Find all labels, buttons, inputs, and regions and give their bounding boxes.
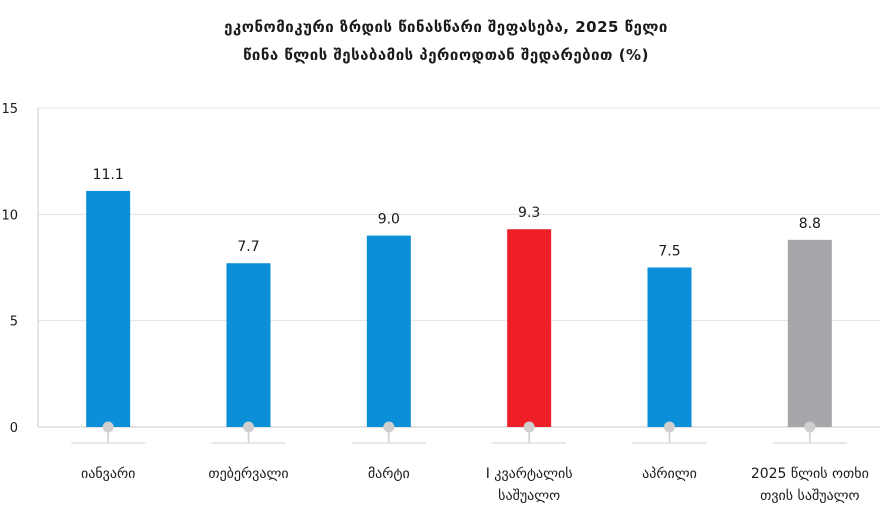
x-tick-label: თებერვალი bbox=[208, 465, 288, 482]
x-tick-marker bbox=[383, 421, 395, 433]
x-tick-marker bbox=[664, 421, 675, 433]
bar bbox=[647, 267, 692, 427]
data-label: 11.1 bbox=[93, 167, 124, 183]
y-tick-label: 0 bbox=[10, 421, 18, 436]
x-tick-label: თვის საშუალო bbox=[760, 488, 859, 504]
x-tick-label: საშუალო bbox=[498, 488, 560, 504]
y-tick-label: 5 bbox=[10, 315, 18, 330]
data-label: 9.3 bbox=[518, 205, 540, 221]
x-tick-label: I კვარტალის bbox=[486, 465, 573, 482]
data-label: 9.0 bbox=[378, 212, 400, 228]
x-tick-marker bbox=[243, 421, 254, 433]
y-tick-label: 10 bbox=[1, 208, 18, 223]
x-tick-marker bbox=[102, 421, 114, 433]
data-label: 7.5 bbox=[658, 244, 680, 260]
bar bbox=[366, 235, 411, 427]
bar bbox=[226, 263, 271, 427]
chart-title-line2: წინა წლის შესაბამის პერიოდთან შედარებით … bbox=[243, 46, 649, 64]
chart-title-line1: ეკონომიკური ზრდის წინასწარი შეფასება, 20… bbox=[224, 18, 668, 36]
y-tick-label: 15 bbox=[1, 102, 18, 117]
x-tick-marker bbox=[523, 421, 535, 433]
x-tick-label: 2025 წლის ოთხი bbox=[751, 466, 869, 482]
bar bbox=[86, 190, 131, 427]
x-tick-label: აპრილი bbox=[642, 465, 697, 482]
bar bbox=[787, 239, 832, 427]
data-label: 8.8 bbox=[799, 216, 821, 232]
data-label: 7.7 bbox=[237, 239, 259, 255]
x-tick-marker bbox=[804, 421, 816, 433]
x-tick-label: იანვარი bbox=[81, 465, 135, 482]
x-tick-label: მარტი bbox=[368, 465, 410, 482]
bar bbox=[507, 229, 552, 427]
